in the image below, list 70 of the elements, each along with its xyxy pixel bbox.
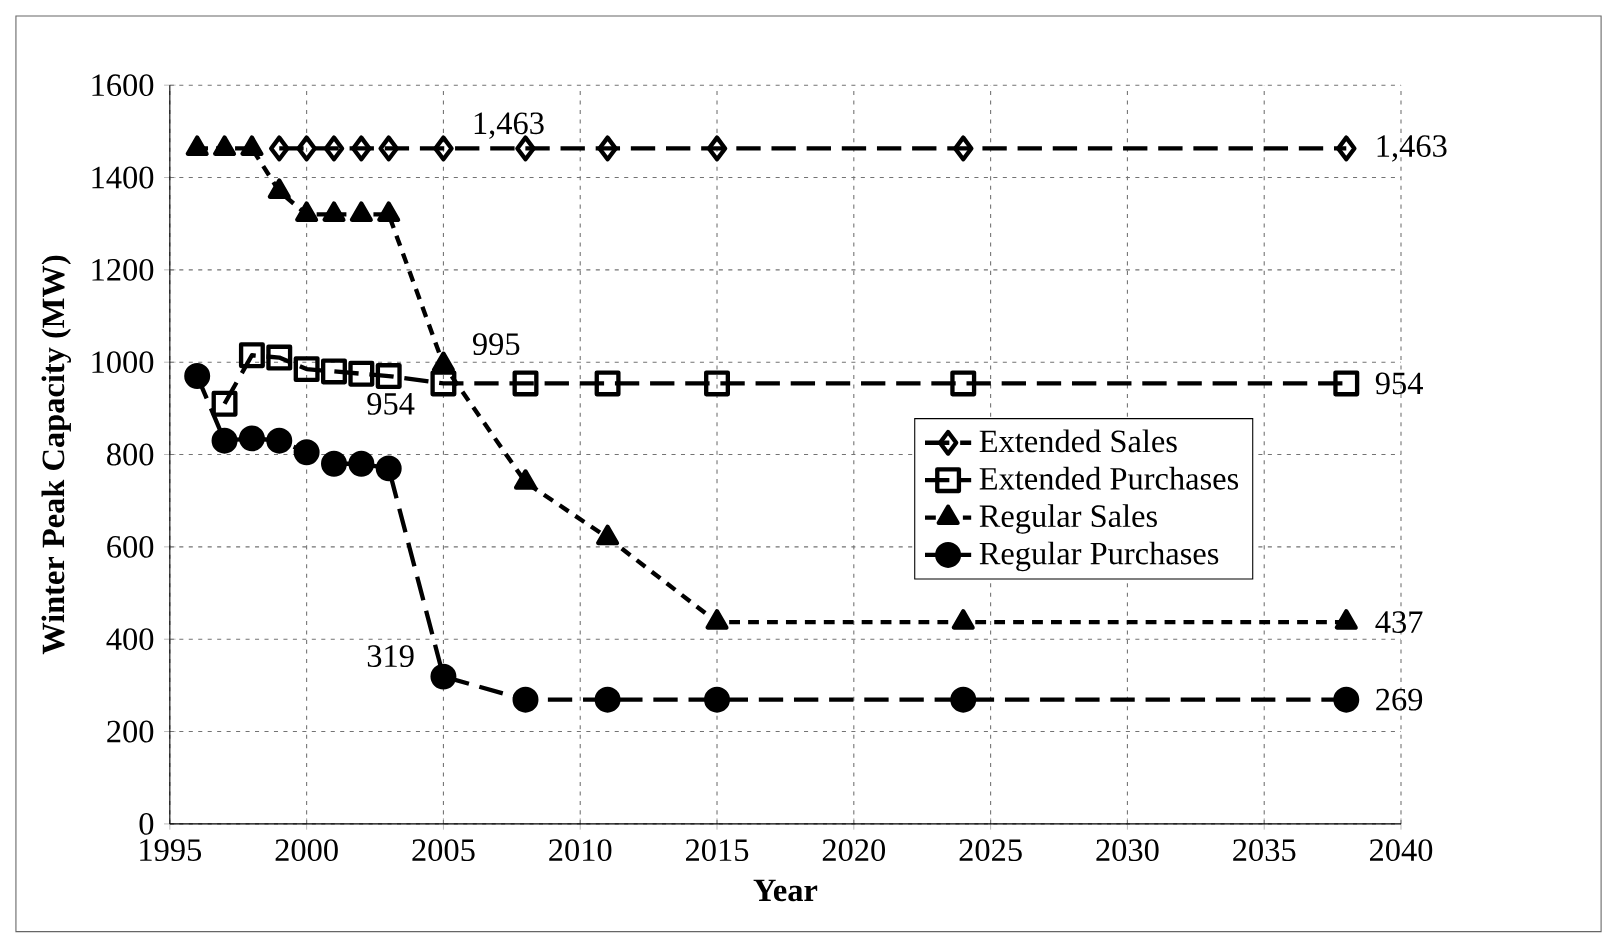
data-label: 995 [472,333,520,356]
point [430,370,457,397]
point [378,135,399,162]
point [266,427,293,454]
x-tick-label: 2030 [1096,839,1159,862]
data-label: 269 [1376,688,1423,711]
legend-label: Regular Purchases [979,541,1219,572]
point [512,686,539,713]
y-tick-label: 800 [107,443,154,466]
point [950,686,977,713]
point [594,370,621,397]
point [706,135,728,162]
point [952,135,974,162]
point [348,360,375,387]
x-tick-label: 1995 [140,839,202,862]
point [1333,370,1360,397]
y-tick-label: 1200 [92,259,154,281]
point [594,686,621,713]
point [950,370,977,397]
point [266,344,293,371]
y-tick-label: 1000 [92,351,154,374]
point [351,135,372,162]
point [1333,686,1360,713]
point [238,342,265,369]
y-tick-label: 1400 [92,166,154,189]
point [597,135,618,162]
x-tick-label: 2025 [959,839,1022,862]
data-label: 1,463 [474,112,544,140]
data-label: 319 [367,645,414,668]
legend-label: Extended Purchases [979,467,1239,490]
point [704,686,731,713]
legend-label: Regular Sales [979,504,1157,534]
x-tick-label: 2035 [1233,839,1296,862]
y-tick-label: 1600 [92,74,154,97]
data-label: 437 [1375,611,1423,634]
point [375,363,402,390]
point [184,363,211,390]
x-tick-label: 2000 [275,839,338,862]
point [512,370,539,397]
data-label: 954 [367,393,415,415]
point [1336,135,1357,162]
point [323,135,345,162]
y-tick-label: 600 [107,536,154,559]
y-tick-label: 0 [139,813,154,836]
point [348,451,375,477]
data-label: 954 [1375,372,1423,395]
point [296,135,317,162]
point [430,663,457,690]
x-tick-label: 2020 [822,839,886,862]
point [375,455,402,482]
y-tick-label: 200 [107,720,154,743]
point [268,135,290,162]
point [321,358,347,385]
y-axis-title: Winter Peak Capacity (MW) [41,255,72,655]
point [433,135,454,162]
point [293,439,320,466]
point [321,451,347,477]
legend-label: Extended Sales [979,429,1177,453]
y-tick-label: 400 [106,628,154,651]
point [704,370,731,397]
point [238,425,265,452]
x-tick-label: 2015 [686,839,749,862]
x-tick-label: 2010 [549,839,612,862]
data-label: 1,463 [1377,135,1447,162]
point [293,356,320,383]
x-tick-label: 2040 [1369,839,1433,862]
x-axis-title: Year [753,879,818,902]
point [211,427,238,454]
x-tick-label: 2005 [412,839,475,862]
point [211,390,238,417]
